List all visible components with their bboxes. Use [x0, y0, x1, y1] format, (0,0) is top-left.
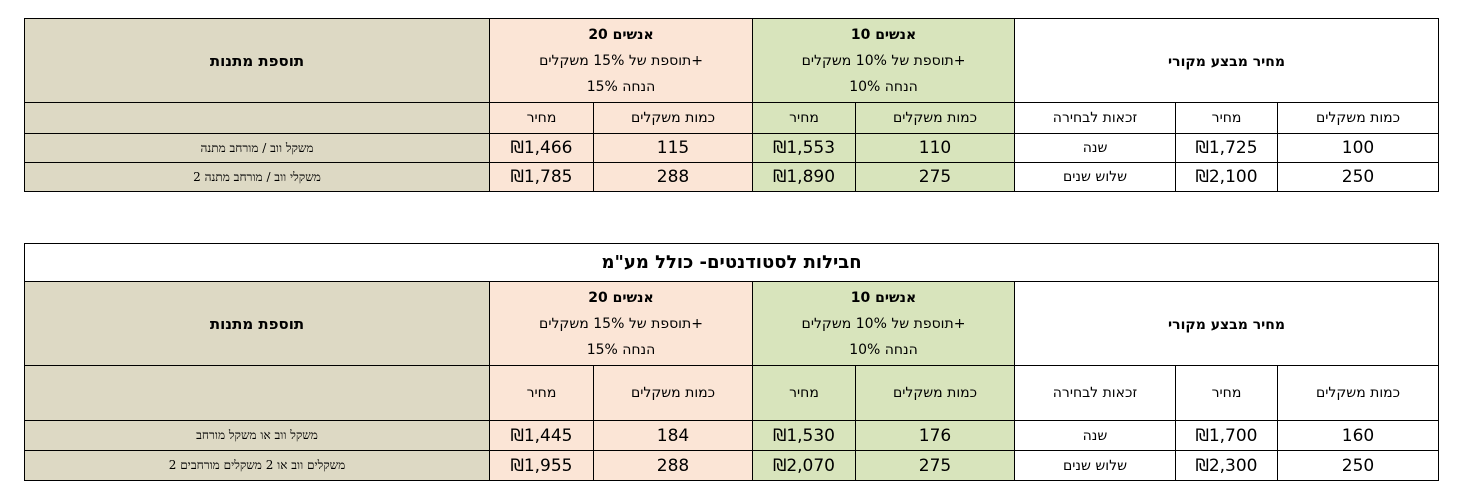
gift-column-empty — [24, 365, 490, 421]
col-qty-20: כמות משקלים — [592, 102, 754, 134]
col-price-20: מחיר — [489, 365, 594, 421]
table-row: 2 משקלי ווב / מורחב מתנה ₪1,785 288 ₪1,8… — [24, 162, 1440, 192]
gift-column-empty — [24, 102, 490, 134]
student-table-caption-cell: חבילות לסטודנטים- כולל מע"מ — [23, 243, 1440, 282]
qty-cell: 100 — [1277, 133, 1440, 163]
column-header-row: מחיר כמות משקלים מחיר כמות משקלים זכאות … — [24, 365, 1440, 421]
price-20-cell: ₪1,785 — [489, 162, 594, 192]
col-qty-10: כמות משקלים — [855, 102, 1016, 134]
price-10-cell: ₪1,530 — [752, 420, 856, 451]
rights-cell: שלוש שנים — [1014, 162, 1177, 192]
col-qty: כמות משקלים — [1277, 102, 1440, 134]
qty-20-cell: 184 — [593, 420, 753, 451]
original-price-header: מחיר מבצע מקורי — [1168, 54, 1286, 70]
price-20-cell: ₪1,445 — [489, 420, 594, 451]
group-20-bonus: תוספת של 15% משקלים+ — [539, 315, 703, 332]
col-price-10: מחיר — [752, 365, 856, 421]
rights-cell: שנה — [1014, 420, 1176, 451]
price-20-cell: ₪1,955 — [489, 450, 594, 481]
group-10-header: 10 אנשים תוספת של 10% משקלים+ 10% הנחה — [752, 18, 1016, 103]
qty-10-cell: 176 — [855, 420, 1015, 451]
pricing-table: תוספת מתנות 20 אנשים תוספת של 15% משקלים… — [24, 18, 1440, 192]
gift-header: תוספת מתנות — [209, 52, 305, 70]
table-row: 2 משקלים ווב או 2 משקלים מורחבים ₪1,955 … — [24, 450, 1440, 481]
qty-10-cell: 110 — [855, 133, 1016, 163]
group-10-bonus: תוספת של 10% משקלים+ — [801, 315, 966, 332]
col-rights: זכאות לבחירה — [1014, 365, 1176, 421]
group-20-title: 20 אנשים — [588, 289, 654, 306]
original-price-header-cell: מחיר מבצע מקורי — [1013, 281, 1440, 366]
group-10-header: 10 אנשים תוספת של 10% משקלים+ 10% הנחה — [752, 281, 1015, 366]
student-table-caption: חבילות לסטודנטים- כולל מע"מ — [601, 252, 862, 273]
original-price-header: מחיר מבצע מקורי — [1168, 317, 1286, 333]
qty-cell: 250 — [1276, 450, 1440, 481]
col-price: מחיר — [1175, 365, 1278, 421]
qty-20-cell: 115 — [592, 133, 754, 163]
qty-10-cell: 275 — [855, 450, 1015, 481]
qty-cell: 250 — [1277, 162, 1440, 192]
group-20-bonus: תוספת של 15% משקלים+ — [539, 52, 703, 69]
gift-header-cell: תוספת מתנות — [24, 281, 490, 366]
rights-cell: שלוש שנים — [1014, 450, 1176, 481]
column-header-row: מחיר כמות משקלים מחיר כמות משקלים זכאות … — [24, 102, 1440, 134]
qty-10-cell: 275 — [855, 162, 1016, 192]
gift-cell: משקל ווב / מורחב מתנה — [24, 133, 490, 163]
price-10-cell: ₪1,553 — [752, 133, 857, 163]
group-20-discount: 15% הנחה — [586, 341, 656, 358]
rights-cell: שנה — [1014, 133, 1177, 163]
qty-20-cell: 288 — [593, 450, 753, 481]
gift-cell: 2 משקלים ווב או 2 משקלים מורחבים — [24, 450, 490, 481]
original-price-header-cell: מחיר מבצע מקורי — [1014, 18, 1440, 103]
col-price: מחיר — [1175, 102, 1279, 134]
col-qty-10: כמות משקלים — [855, 365, 1015, 421]
group-20-header: 20 אנשים תוספת של 15% משקלים+ 15% הנחה — [489, 281, 753, 366]
price-cell: ₪2,300 — [1175, 450, 1278, 481]
price-20-cell: ₪1,466 — [489, 133, 594, 163]
table-row: משקל ווב או משקל מורחב ₪1,445 184 ₪1,530… — [24, 420, 1440, 451]
gift-header: תוספת מתנות — [209, 315, 305, 333]
group-20-discount: 15% הנחה — [586, 78, 656, 95]
gift-cell: משקל ווב או משקל מורחב — [24, 420, 490, 451]
group-10-title: 10 אנשים — [850, 26, 917, 43]
qty-cell: 160 — [1276, 420, 1440, 451]
group-10-title: 10 אנשים — [850, 289, 917, 306]
student-pricing-table: חבילות לסטודנטים- כולל מע"מ תוספת מתנות … — [23, 243, 1440, 481]
col-qty: כמות משקלים — [1276, 365, 1440, 421]
price-10-cell: ₪1,890 — [752, 162, 857, 192]
group-20-header: 20 אנשים תוספת של 15% משקלים+ 15% הנחה — [488, 18, 754, 103]
col-price-20: מחיר — [489, 102, 594, 134]
group-10-bonus: תוספת של 10% משקלים+ — [801, 52, 966, 69]
table-row: משקל ווב / מורחב מתנה ₪1,466 115 ₪1,553 … — [24, 133, 1440, 163]
price-cell: ₪1,700 — [1175, 420, 1278, 451]
qty-20-cell: 288 — [592, 162, 754, 192]
price-cell: ₪1,725 — [1175, 133, 1279, 163]
col-price-10: מחיר — [752, 102, 857, 134]
price-cell: ₪2,100 — [1175, 162, 1279, 192]
group-20-title: 20 אנשים — [588, 26, 654, 43]
group-10-discount: 10% הנחה — [849, 341, 918, 358]
gift-cell: 2 משקלי ווב / מורחב מתנה — [24, 162, 490, 192]
col-rights: זכאות לבחירה — [1014, 102, 1177, 134]
col-qty-20: כמות משקלים — [593, 365, 753, 421]
gift-header-cell: תוספת מתנות — [24, 18, 490, 103]
group-10-discount: 10% הנחה — [849, 78, 918, 95]
price-10-cell: ₪2,070 — [752, 450, 856, 481]
